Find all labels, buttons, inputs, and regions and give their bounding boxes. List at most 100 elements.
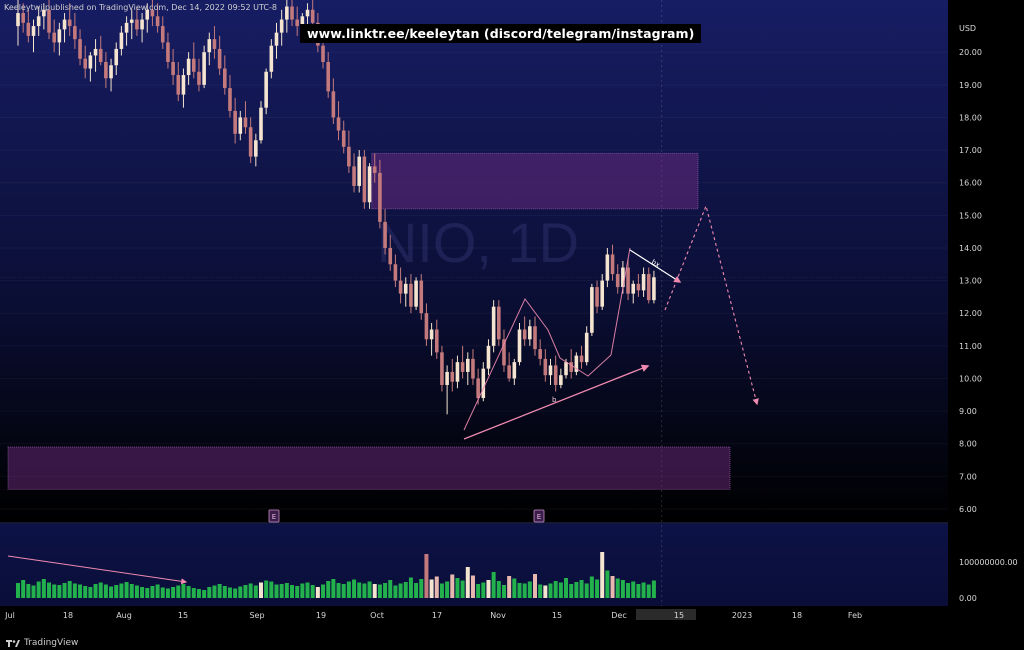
candle-body[interactable] — [140, 19, 144, 30]
candle-body[interactable] — [367, 166, 372, 203]
candle-body[interactable] — [652, 277, 656, 301]
volume-bar[interactable] — [455, 578, 460, 598]
volume-bar[interactable] — [41, 579, 46, 598]
bx-arrow[interactable] — [629, 249, 682, 283]
candle-body[interactable] — [605, 254, 610, 281]
candle-body[interactable] — [145, 9, 150, 20]
candle-body[interactable] — [646, 274, 651, 301]
candle-body[interactable] — [497, 306, 501, 340]
volume-bar[interactable] — [419, 579, 424, 598]
candle-body[interactable] — [124, 22, 129, 33]
volume-bar[interactable] — [620, 580, 625, 598]
candle-body[interactable] — [305, 9, 310, 17]
volume-bar[interactable] — [321, 584, 326, 599]
footer[interactable]: TradingView — [6, 638, 78, 648]
volume-bar[interactable] — [83, 586, 88, 598]
volume-bar[interactable] — [124, 582, 129, 598]
volume-bar[interactable] — [445, 581, 450, 599]
volume-bar[interactable] — [150, 586, 155, 598]
volume-bar[interactable] — [357, 582, 362, 599]
volume-bar[interactable] — [264, 580, 269, 599]
volume-bar[interactable] — [538, 584, 543, 599]
volume-bar[interactable] — [290, 585, 295, 598]
volume-bar[interactable] — [372, 584, 377, 598]
candle-body[interactable] — [290, 6, 294, 20]
candle-body[interactable] — [129, 19, 134, 23]
volume-bar[interactable] — [16, 583, 20, 598]
volume-bar[interactable] — [155, 584, 160, 599]
candle-body[interactable] — [26, 22, 31, 36]
volume-bar[interactable] — [434, 576, 439, 599]
candle-body[interactable] — [486, 345, 491, 369]
volume-bar[interactable] — [165, 588, 170, 599]
volume-bar[interactable] — [202, 590, 207, 598]
volume-bar[interactable] — [222, 586, 227, 598]
candle-body[interactable] — [481, 368, 486, 399]
earnings-marker[interactable] — [533, 509, 545, 523]
candle-body[interactable] — [254, 140, 258, 157]
volume-bar[interactable] — [109, 586, 114, 599]
zone-support[interactable] — [7, 446, 731, 490]
volume-bar[interactable] — [548, 583, 553, 599]
volume-bar[interactable] — [439, 583, 444, 599]
volume-bar[interactable] — [377, 584, 382, 599]
volume-bar[interactable] — [610, 576, 615, 598]
volume-bar[interactable] — [553, 581, 558, 598]
volume-bar[interactable] — [52, 584, 57, 599]
candle-body[interactable] — [347, 146, 351, 167]
candle-body[interactable] — [166, 42, 170, 62]
volume-bar[interactable] — [595, 579, 600, 599]
candle-body[interactable] — [403, 283, 408, 294]
volume-bars[interactable] — [7, 552, 656, 599]
candle-body[interactable] — [507, 365, 511, 379]
volume-bar[interactable] — [331, 579, 336, 598]
volume-bar[interactable] — [160, 587, 165, 599]
volume-bar[interactable] — [414, 583, 419, 598]
candle-body[interactable] — [533, 326, 537, 350]
volume-bar[interactable] — [393, 585, 398, 599]
candle-body[interactable] — [362, 156, 367, 203]
volume-bar[interactable] — [605, 570, 610, 599]
volume-bar[interactable] — [476, 584, 481, 598]
candle-body[interactable] — [259, 107, 263, 141]
volume-bar[interactable] — [98, 582, 103, 599]
candle-body[interactable] — [243, 117, 248, 128]
candle-body[interactable] — [88, 55, 93, 69]
volume-bar[interactable] — [403, 582, 408, 598]
candle-body[interactable] — [212, 39, 217, 49]
candle-body[interactable] — [279, 19, 284, 33]
candle-body[interactable] — [450, 371, 455, 382]
candle-body[interactable] — [186, 58, 191, 76]
candle-body[interactable] — [538, 349, 542, 359]
volume-bar[interactable] — [233, 588, 238, 599]
volume-bar[interactable] — [145, 588, 150, 598]
candle-body[interactable] — [223, 68, 227, 89]
candle-body[interactable] — [176, 75, 181, 95]
candle-body[interactable] — [409, 283, 413, 307]
candle-body[interactable] — [460, 362, 465, 372]
volume-bar[interactable] — [243, 585, 248, 598]
volume-bar[interactable] — [424, 554, 429, 598]
candle-body[interactable] — [621, 267, 625, 288]
volume-bar[interactable] — [212, 585, 217, 599]
volume-bar[interactable] — [295, 586, 300, 598]
volume-bar[interactable] — [93, 584, 98, 598]
volume-trend-arrow[interactable] — [7, 555, 188, 585]
candle-body[interactable] — [119, 32, 124, 49]
volume-bar[interactable] — [196, 589, 201, 598]
candle-body[interactable] — [155, 16, 160, 27]
candle-body[interactable] — [310, 9, 315, 23]
candle-body[interactable] — [522, 329, 527, 340]
volume-bar[interactable] — [512, 578, 517, 599]
candle-body[interactable] — [372, 166, 377, 173]
candle-body[interactable] — [341, 130, 346, 147]
volume-bar[interactable] — [238, 586, 243, 599]
volume-bar[interactable] — [651, 580, 656, 599]
candle-body[interactable] — [104, 61, 108, 79]
volume-bar[interactable] — [398, 583, 403, 599]
candle-body[interactable] — [300, 16, 305, 27]
candle-body[interactable] — [631, 283, 636, 294]
volume-bar[interactable] — [527, 581, 532, 599]
projected-path[interactable] — [664, 204, 759, 406]
